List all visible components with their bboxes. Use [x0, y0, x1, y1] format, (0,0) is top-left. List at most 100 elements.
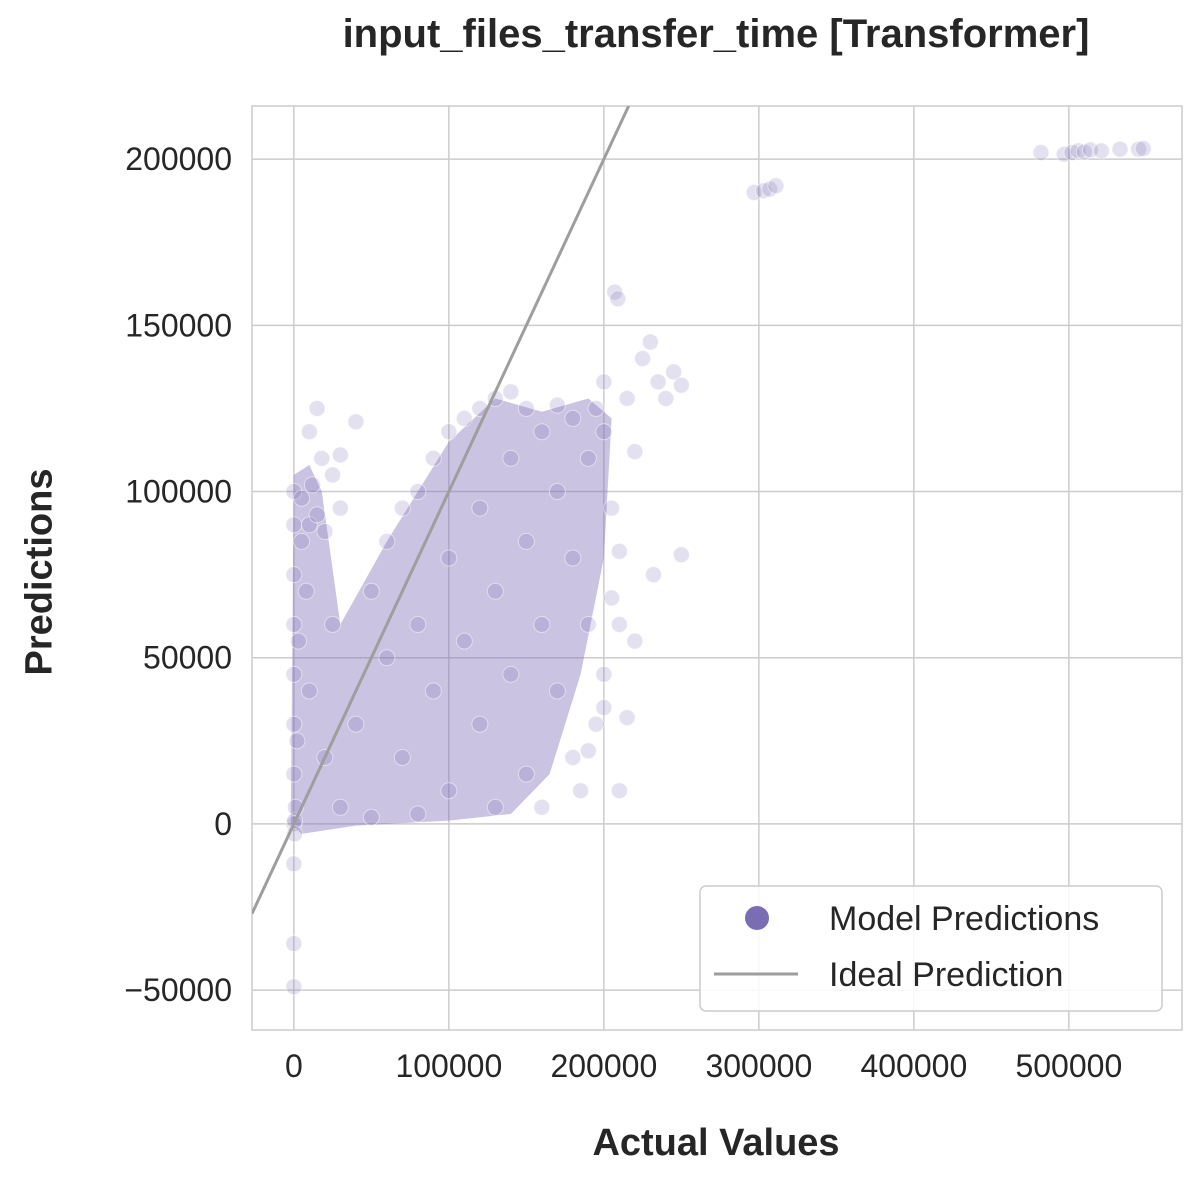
scatter-point [595, 423, 613, 441]
scatter-point [471, 499, 489, 517]
scatter-point [626, 632, 644, 650]
x-tick-label: 400000 [860, 1048, 967, 1084]
scatter-point [285, 978, 303, 996]
scatter-point [285, 616, 303, 634]
scatter-point [634, 350, 652, 368]
scatter-point [285, 516, 303, 534]
scatter-point [665, 363, 683, 381]
scatter-point [502, 383, 520, 401]
x-tick-label: 0 [285, 1048, 303, 1084]
scatter-point [672, 546, 690, 564]
scatter-point [362, 582, 380, 600]
scatter-point [393, 499, 411, 517]
scatter-point [610, 616, 628, 634]
scatter-point [316, 522, 334, 540]
chart-title: input_files_transfer_time [Transformer] [342, 12, 1090, 56]
scatter-point [331, 499, 349, 517]
scatter-point [331, 798, 349, 816]
scatter-point [300, 423, 318, 441]
x-tick-label: 100000 [395, 1048, 502, 1084]
legend-label: Model Predictions [829, 900, 1099, 938]
scatter-point [1134, 140, 1152, 158]
scatter-point [579, 742, 597, 760]
scatter-point [455, 632, 473, 650]
scatter-point [393, 748, 411, 766]
legend-box [699, 885, 1163, 1012]
scatter-point [424, 682, 442, 700]
scatter-point [548, 396, 566, 414]
scatter-point [603, 589, 621, 607]
scatter-point [579, 449, 597, 467]
scatter-point [1063, 144, 1081, 162]
scatter-point [1069, 142, 1087, 160]
x-tick-label: 500000 [1015, 1048, 1122, 1084]
scatter-point [610, 782, 628, 800]
scatter-point [564, 409, 582, 427]
scatter-point [618, 709, 636, 727]
scatter-point [533, 423, 551, 441]
scatter-point [285, 566, 303, 584]
scatter-point [609, 290, 627, 308]
scatter-point [533, 798, 551, 816]
scatter-point [603, 499, 621, 517]
scatter-point [517, 765, 535, 783]
scatter-point [347, 413, 365, 431]
scatter-point [313, 449, 331, 467]
scatter-point [362, 808, 380, 826]
scatter-point [626, 443, 644, 461]
scatter-point [572, 782, 590, 800]
y-tick-label: 200000 [125, 141, 232, 177]
scatter-point [610, 542, 628, 560]
y-tick-label: 150000 [125, 307, 232, 343]
scatter-point [378, 649, 396, 667]
scatter-point [533, 616, 551, 634]
scatter-point [579, 616, 597, 634]
scatter-point [285, 765, 303, 783]
scatter-point [308, 506, 326, 524]
scatter-density-region [290, 398, 612, 834]
scatter-point [587, 715, 605, 733]
scatter-point [293, 489, 311, 507]
scatter-point [1075, 143, 1093, 161]
y-tick-label: 50000 [143, 640, 232, 676]
scatter-point [440, 782, 458, 800]
scatter-point [409, 616, 427, 634]
scatter-point [517, 399, 535, 417]
scatter-point [618, 389, 636, 407]
data-layer [252, 106, 1152, 996]
x-axis-label: Actual Values [592, 1122, 840, 1164]
ideal-prediction-line [252, 106, 631, 915]
scatter-point [297, 582, 315, 600]
scatter-point [548, 682, 566, 700]
scatter-point [471, 715, 489, 733]
scatter-point [595, 699, 613, 717]
scatter-point [440, 549, 458, 567]
scatter-point [595, 373, 613, 391]
scatter-point [293, 532, 311, 550]
scatter-point [502, 665, 520, 683]
scatter-point [502, 449, 520, 467]
y-tick-label: 100000 [125, 474, 232, 510]
scatter-point [1032, 144, 1050, 162]
scatter-point [378, 532, 396, 550]
scatter-point [564, 748, 582, 766]
scatter-point [587, 399, 605, 417]
scatter-point [290, 632, 307, 650]
scatter-point [303, 476, 321, 494]
scatter-point [285, 665, 303, 683]
scatter-point [657, 389, 675, 407]
scatter-point [641, 333, 659, 351]
plot-frame [251, 105, 1183, 1031]
scatter-point [288, 732, 306, 750]
scatter-point [409, 805, 427, 823]
x-tick-label: 200000 [550, 1048, 657, 1084]
legend-label: Ideal Prediction [829, 956, 1063, 994]
scatter-point [324, 616, 342, 634]
scatter-point [440, 423, 458, 441]
y-tick-label: 0 [214, 806, 232, 842]
scatter-point [409, 483, 427, 501]
scatter-point [285, 855, 303, 873]
scatter-point [595, 665, 613, 683]
scatter-point [644, 566, 662, 584]
